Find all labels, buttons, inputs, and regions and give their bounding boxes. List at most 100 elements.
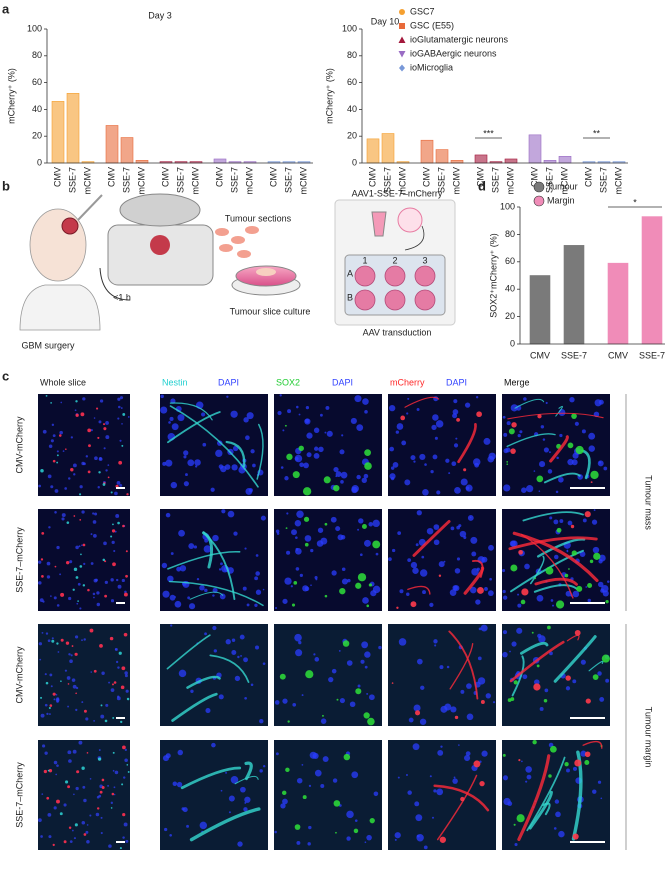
culture-slice [256,268,276,276]
cell [42,744,46,748]
cell [170,481,178,489]
process [407,585,431,595]
cell [117,584,122,589]
cell [506,460,509,463]
cell [98,471,101,474]
legend-label: Margin [547,195,575,205]
cell [314,769,322,777]
cell [117,666,120,669]
process [169,405,259,488]
cell [410,455,416,461]
cell [80,412,85,417]
cell [104,594,108,598]
cell [262,764,266,768]
cell [466,713,474,721]
cell [96,602,101,607]
cell [324,594,328,598]
cell [291,529,297,536]
process [189,591,224,600]
micrograph [388,509,496,611]
cell [296,405,299,409]
bar [381,133,395,164]
cell [274,700,280,705]
cell [351,486,358,494]
cell [572,833,579,840]
cell [79,519,82,521]
cell [254,645,260,650]
cell [503,484,511,492]
x-tick-label: SSE-7 [544,167,554,193]
cell [364,539,371,547]
cell [476,587,484,594]
cell [48,706,51,710]
y-axis-label: mCherry⁺ (%) [324,68,334,124]
cell [548,774,552,778]
cell [360,659,365,664]
cell [227,510,235,518]
cell [53,806,57,810]
x-tick-label: SSE-7 [598,167,608,193]
cell [378,645,382,650]
cell [51,637,54,640]
cell [68,759,72,763]
y-tick-label: 0 [352,157,357,167]
cell [61,517,65,521]
cell [244,696,247,700]
cell [276,532,280,535]
cell [62,450,65,452]
bar [504,158,518,164]
cell [555,490,559,494]
cell [112,751,115,754]
cell [57,651,60,653]
cell [600,797,603,800]
cell [56,764,59,767]
cell [194,459,201,466]
cell [574,759,582,767]
cell [343,753,351,761]
cell [450,706,457,713]
cell [52,843,55,847]
cell [424,463,427,466]
cell [534,577,537,580]
cell [274,830,277,834]
cell [287,409,292,414]
cell [533,683,541,691]
cell [503,448,509,454]
process [404,396,440,408]
bar [135,160,149,164]
cell [81,701,84,704]
cell [460,796,465,802]
micrograph [274,624,382,726]
cell [58,434,62,437]
cell [51,423,55,427]
cell [78,740,83,745]
cell [550,599,554,602]
cell [335,471,342,478]
cell [298,640,302,645]
cell [576,585,583,592]
cell [75,686,79,690]
cell [364,841,367,844]
cell [391,682,394,684]
cell [60,592,65,597]
cell [280,803,286,809]
x-tick-label: CMV [52,167,62,187]
cell [282,698,288,704]
cell [110,801,113,805]
process [448,630,479,700]
cell [547,625,551,630]
cell [254,576,259,581]
bar [66,93,80,164]
x-tick-label: CMV [608,350,628,360]
cell [433,789,437,793]
cell [105,703,109,707]
cell [597,780,602,784]
cell [75,708,78,712]
legend-label: ioMicroglia [410,62,453,72]
cell [597,581,604,588]
cell [50,485,54,489]
cell [56,604,60,607]
cell [324,522,328,526]
process [171,692,218,722]
cell [539,706,544,711]
